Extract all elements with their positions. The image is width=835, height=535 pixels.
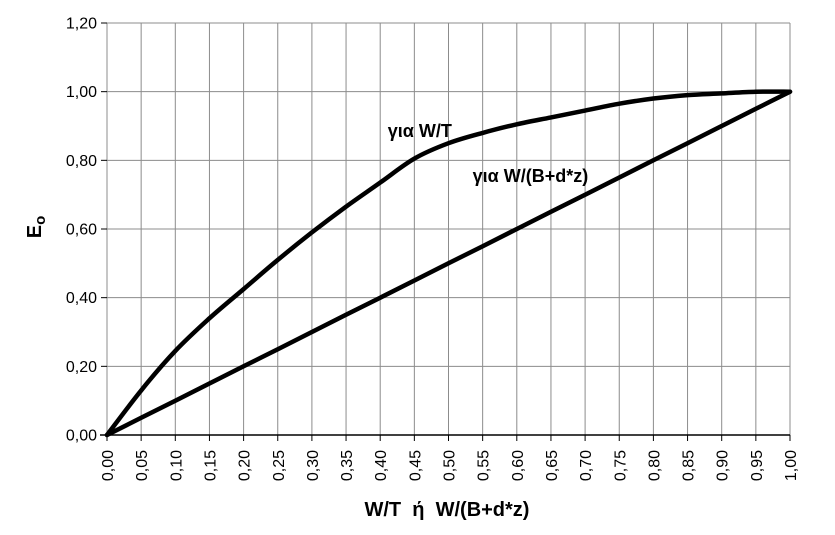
x-tick-label: 0,85 <box>681 450 698 481</box>
y-tick-label: 0,60 <box>66 222 97 239</box>
y-tick-label: 0,00 <box>66 428 97 445</box>
x-axis-title: W/T ή W/(B+d*z) <box>365 499 530 521</box>
y-tick-label: 1,20 <box>66 16 97 33</box>
x-tick-label: 0,80 <box>646 450 663 481</box>
y-axis-title: Eo <box>24 216 49 239</box>
y-tick-label: 0,20 <box>66 359 97 376</box>
x-tick-label: 0,70 <box>578 450 595 481</box>
x-tick-label: 0,25 <box>271 450 288 481</box>
x-tick-label: 0,00 <box>100 450 117 481</box>
axes <box>100 22 791 441</box>
x-tick-label: 0,45 <box>407 450 424 481</box>
x-tick-label: 0,95 <box>749 450 766 481</box>
x-tick-label: 0,40 <box>373 450 390 481</box>
curve-series-1 <box>104 89 793 438</box>
x-tick-label: 0,90 <box>715 450 732 481</box>
y-tick-label: 1,00 <box>66 84 97 101</box>
x-tick-label: 0,65 <box>544 450 561 481</box>
x-tick-label: 0,30 <box>305 450 322 481</box>
curve-label-1: για W/(B+d*z) <box>473 166 589 186</box>
x-tick-label: 1,00 <box>783 450 800 481</box>
x-tick-label: 0,60 <box>510 450 527 481</box>
curve-series-0 <box>104 89 793 438</box>
x-tick-label: 0,15 <box>202 450 219 481</box>
y-tick-label: 0,80 <box>66 153 97 170</box>
x-tick-label: 0,50 <box>442 450 459 481</box>
y-tick-label: 0,40 <box>66 290 97 307</box>
x-tick-label: 0,75 <box>612 450 629 481</box>
x-tick-label: 0,05 <box>134 450 151 481</box>
x-tick-label: 0,35 <box>339 450 356 481</box>
x-tick-label: 0,20 <box>237 450 254 481</box>
curve-label-0: για W/T <box>388 121 452 141</box>
x-tick-label: 0,10 <box>168 450 185 481</box>
gridlines <box>106 22 791 435</box>
x-tick-label: 0,55 <box>476 450 493 481</box>
